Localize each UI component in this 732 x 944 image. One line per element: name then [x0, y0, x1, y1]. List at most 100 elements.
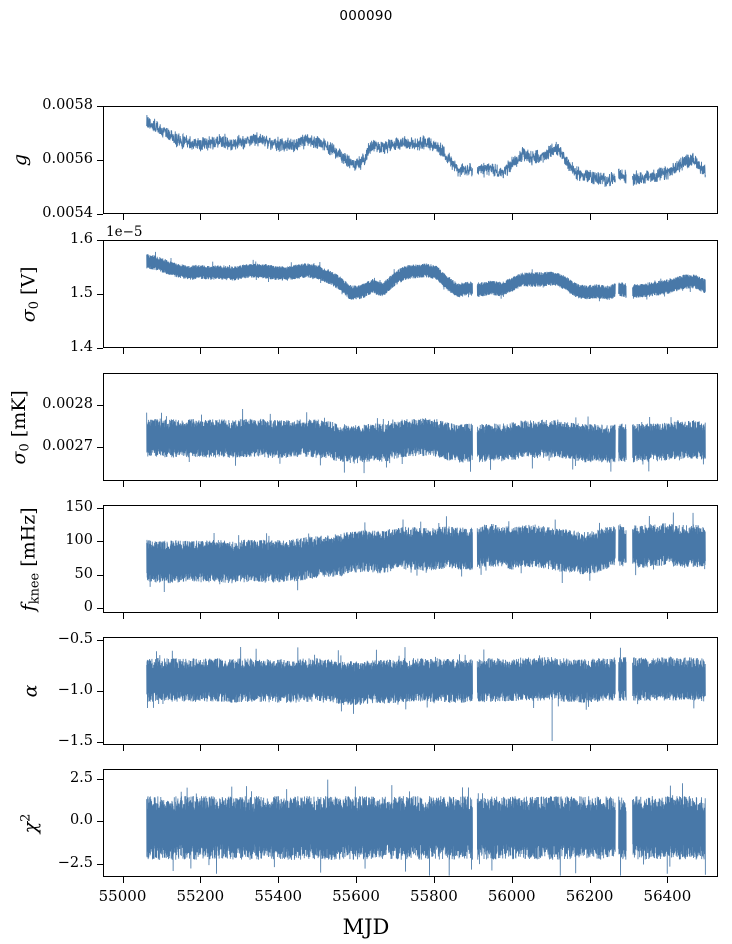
y-tick-mark [97, 691, 103, 693]
x-tick-mark [433, 348, 435, 354]
x-tick-mark [200, 877, 202, 883]
series-f_knee [146, 512, 706, 593]
x-tick-mark [278, 613, 280, 619]
x-tick-mark [356, 877, 358, 883]
series-g [146, 114, 706, 187]
x-tick-mark [433, 481, 435, 487]
y-tick-mark [97, 508, 103, 510]
plot-panel-sigma0-volts [103, 240, 718, 348]
y-tick-label-fknee: 50 [74, 565, 93, 582]
x-tick-mark [589, 745, 591, 751]
x-tick-mark [356, 214, 358, 220]
x-tick-mark [122, 745, 124, 751]
series-sigma0_V [146, 251, 706, 302]
y-tick-label-chi2: 0.0 [69, 812, 93, 829]
series-alpha [146, 646, 706, 741]
x-tick-mark [511, 613, 513, 619]
x-tick-mark [667, 877, 669, 883]
y-tick-label-fknee: 150 [65, 499, 93, 516]
data-band [146, 408, 706, 474]
x-tick-label: 56400 [643, 887, 692, 905]
y-tick-label-sigma0-volts: 1.4 [69, 339, 93, 355]
y-tick-mark [97, 214, 103, 216]
x-tick-mark [278, 745, 280, 751]
y-tick-mark [97, 821, 103, 823]
x-tick-mark [433, 214, 435, 220]
series-sigma0_mK [146, 408, 706, 474]
x-tick-mark [122, 877, 124, 883]
x-tick-mark [278, 877, 280, 883]
x-tick-mark [122, 481, 124, 487]
y-tick-label-gain: 0.0058 [42, 97, 93, 113]
x-tick-label: 55800 [410, 887, 458, 905]
x-tick-mark [511, 745, 513, 751]
x-tick-mark [433, 613, 435, 619]
x-tick-mark [356, 613, 358, 619]
data-band [146, 251, 706, 302]
y-tick-mark [97, 447, 103, 449]
plot-panel-chi2 [103, 769, 718, 877]
x-tick-mark [511, 481, 513, 487]
y-tick-mark [97, 574, 103, 576]
plot-panel-sigma0-mk [103, 373, 718, 481]
x-tick-mark [589, 613, 591, 619]
x-tick-mark [200, 348, 202, 354]
y-tick-mark [97, 160, 103, 162]
data-band [146, 646, 706, 741]
y-tick-label-sigma0-volts: 1.5 [69, 285, 93, 301]
y-tick-mark [97, 863, 103, 865]
x-tick-label: 56000 [487, 887, 536, 905]
y-axis-label-chi2: χ2 [18, 813, 42, 833]
x-tick-mark [433, 877, 435, 883]
x-tick-label: 56200 [565, 887, 614, 905]
x-tick-label: 55000 [98, 887, 147, 905]
y-tick-label-sigma0-volts: 1.6 [69, 231, 93, 247]
x-tick-mark [278, 481, 280, 487]
x-tick-mark [667, 481, 669, 487]
figure-title: 000090 [339, 8, 393, 24]
y-tick-mark [97, 541, 103, 543]
x-tick-mark [511, 348, 513, 354]
y-tick-label-fknee: 100 [65, 532, 93, 549]
x-tick-mark [433, 745, 435, 751]
x-axis-label: MJD [342, 915, 390, 939]
x-tick-label: 55600 [332, 887, 380, 905]
x-tick-mark [200, 745, 202, 751]
y-tick-mark [97, 240, 103, 242]
y-tick-label-sigma0-mk: 0.0028 [42, 395, 93, 412]
y-axis-label-sigma0-mk: σ0 [mK] [7, 389, 33, 464]
y-tick-mark [97, 404, 103, 406]
x-tick-mark [667, 348, 669, 354]
y-tick-label-sigma0-mk: 0.0027 [42, 438, 93, 455]
x-tick-mark [278, 214, 280, 220]
x-tick-mark [200, 214, 202, 220]
x-tick-mark [511, 214, 513, 220]
y-tick-mark [97, 607, 103, 609]
y-tick-label-gain: 0.0056 [42, 151, 93, 167]
data-band [146, 512, 706, 593]
series-chi2 [146, 779, 706, 876]
y-axis-offset-text-sigma0-volts: 1e−5 [106, 224, 143, 240]
y-tick-label-alpha: −1.0 [57, 682, 93, 698]
x-tick-mark [356, 481, 358, 487]
x-tick-mark [356, 348, 358, 354]
y-tick-mark [97, 741, 103, 743]
x-tick-mark [122, 348, 124, 354]
x-tick-mark [200, 481, 202, 487]
y-axis-label-alpha: α [18, 684, 41, 698]
plot-panel-gain [103, 106, 718, 214]
y-axis-label-gain: g [9, 153, 32, 167]
x-tick-mark [278, 348, 280, 354]
x-tick-mark [356, 745, 358, 751]
x-tick-mark [122, 613, 124, 619]
plot-panel-fknee [103, 505, 718, 613]
x-tick-mark [200, 613, 202, 619]
x-tick-mark [511, 877, 513, 883]
data-band [146, 779, 706, 876]
data-line [146, 114, 706, 187]
y-tick-label-alpha: −1.5 [57, 732, 93, 749]
x-tick-label: 55400 [254, 887, 303, 905]
x-tick-label: 55200 [176, 887, 225, 905]
x-tick-mark [589, 214, 591, 220]
